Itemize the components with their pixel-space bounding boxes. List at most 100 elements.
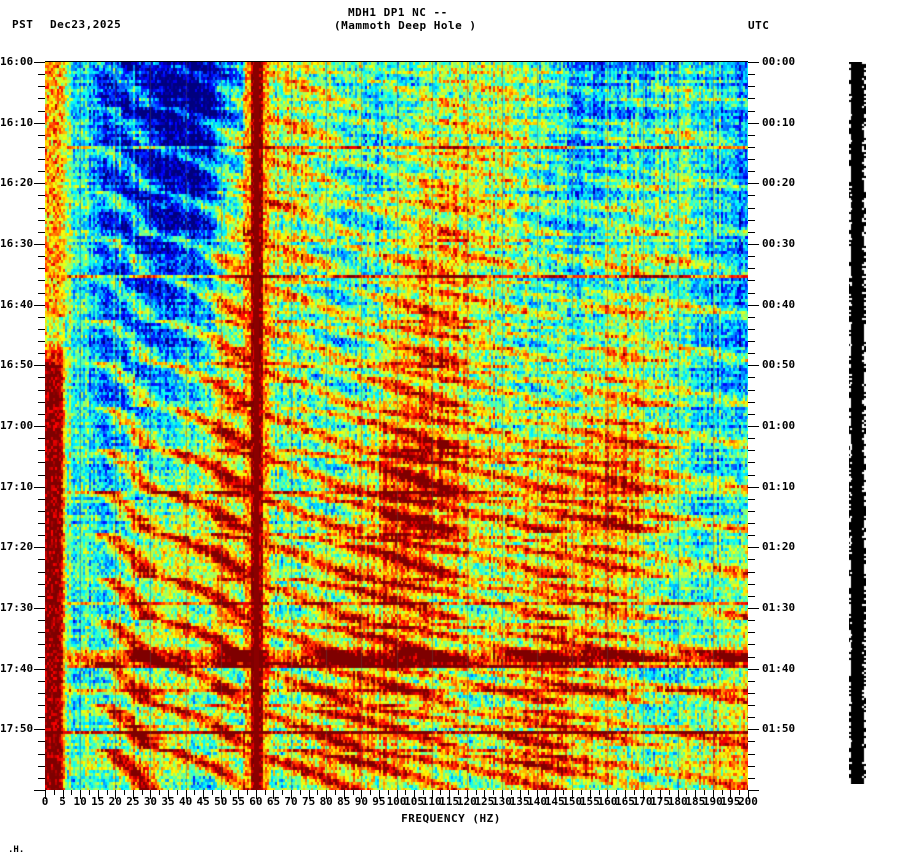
x-tick [651,790,652,795]
y-tick-left [34,790,45,791]
x-tick-label: 140 [527,795,548,808]
y-tick-right [748,632,755,633]
y-tick-right [748,705,755,706]
x-tick [177,790,178,795]
x-tick [317,790,318,795]
x-tick-label: 95 [372,795,386,808]
station-code: MDH1 DP1 NC -- [348,6,448,19]
y-tick-left [38,620,45,621]
y-label-utc: 01:20 [762,540,796,554]
y-tick-right [748,317,755,318]
x-tick [555,790,556,799]
y-tick-right [748,426,759,427]
y-tick-right [748,438,755,439]
x-tick [388,790,389,795]
y-tick-left [38,135,45,136]
y-tick-right [748,329,755,330]
x-tick [625,790,626,799]
y-tick-right [748,377,755,378]
x-tick [493,790,494,795]
x-tick-label: 90 [354,795,368,808]
x-tick [344,790,345,799]
y-tick-right [748,183,759,184]
x-tick [370,790,371,795]
x-tick [54,790,55,795]
x-tick [238,790,239,799]
x-tick-label: 130 [492,795,512,808]
spectrogram-image [45,62,748,790]
x-tick-label: 45 [196,795,210,808]
y-tick-left [38,596,45,597]
y-tick-left [38,511,45,512]
y-tick-right [748,572,755,573]
y-tick-right [748,766,755,767]
x-tick [432,790,433,799]
x-tick [748,790,749,799]
x-tick-label: 50 [214,795,228,808]
y-tick-right [748,475,755,476]
y-tick-left [34,244,45,245]
y-tick-right [748,535,755,536]
y-tick-left [38,195,45,196]
y-tick-right [748,681,755,682]
y-tick-left [38,693,45,694]
y-label-pst: 16:40 [0,297,34,311]
y-tick-left [38,268,45,269]
x-tick-label: 175 [650,795,671,808]
timezone-label-left: PST [12,18,34,31]
y-tick-left [38,402,45,403]
timezone-label-right: UTC [748,19,770,32]
x-tick-label: 110 [421,795,442,808]
y-tick-right [748,74,755,75]
y-label-utc: 01:50 [762,722,796,736]
y-tick-left [38,171,45,172]
y-label-utc: 00:20 [762,176,796,190]
y-tick-right [748,644,755,645]
x-tick [397,790,398,799]
y-tick-left [38,86,45,87]
y-tick-right [748,414,755,415]
x-tick [273,790,274,799]
y-label-utc: 01:30 [762,601,796,614]
y-tick-right [748,450,755,451]
y-tick-right [748,341,755,342]
x-tick [379,790,380,799]
x-tick [150,790,151,799]
x-tick [449,790,450,799]
y-label-pst: 16:20 [0,176,34,190]
y-tick-left [34,487,45,488]
x-tick [186,790,187,799]
x-tick [89,790,90,795]
x-axis-title: FREQUENCY (HZ) [401,812,501,825]
x-tick [133,790,134,799]
y-label-pst: 17:30 [0,601,34,614]
x-tick [71,790,72,795]
x-tick [730,790,731,799]
x-tick-label: 40 [178,795,193,808]
x-tick [686,790,687,795]
y-tick-right [748,547,759,548]
y-tick-left [38,475,45,476]
x-tick [335,790,336,795]
x-tick-label: 55 [231,795,245,808]
x-tick [291,790,292,799]
x-tick [528,790,529,795]
y-tick-right [748,729,759,730]
y-tick-right [748,511,755,512]
y-tick-right [748,778,755,779]
y-tick-right [748,741,755,742]
x-tick [203,790,204,799]
y-tick-left [38,766,45,767]
x-tick-label: 150 [562,795,583,808]
x-tick-label: 85 [337,795,351,808]
x-tick [590,790,591,799]
x-tick-label: 125 [474,795,495,808]
y-label-pst: 17:00 [0,419,34,432]
spectrogram-plot[interactable] [45,62,748,790]
y-label-pst: 16:30 [0,237,34,250]
x-tick [704,790,705,795]
y-tick-left [38,414,45,415]
x-tick [520,790,521,799]
saturation-strip [849,62,866,784]
x-tick [607,790,608,799]
